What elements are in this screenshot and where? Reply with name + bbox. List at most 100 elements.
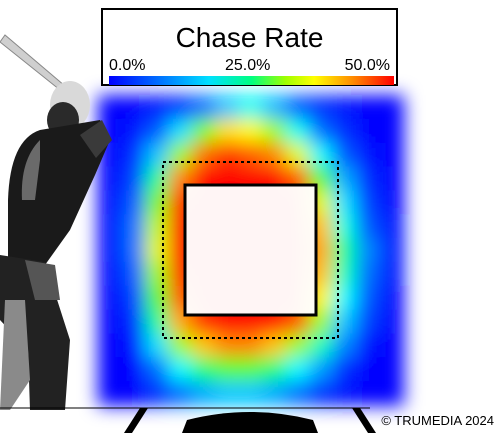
heatmap-cell	[356, 95, 381, 120]
heatmap-cell	[379, 309, 404, 335]
heatmap-cell	[356, 381, 381, 406]
heatmap-cell	[356, 238, 381, 263]
heatmap-cell	[144, 118, 170, 144]
heatmap-cell	[356, 166, 381, 192]
heatmap-cell	[121, 261, 146, 287]
heatmap-cell	[262, 381, 287, 406]
heatmap-cell	[332, 333, 358, 359]
heatmap-cell	[332, 238, 358, 263]
heatmap-cell	[332, 95, 358, 120]
heatmap-cell	[121, 285, 146, 311]
strike-zone-interior	[186, 185, 315, 314]
heatmap-cell	[332, 381, 358, 406]
heatmap-cell	[356, 190, 381, 216]
heatmap-cell	[309, 142, 334, 168]
heatmap-cell	[262, 95, 287, 120]
home-plate	[124, 408, 376, 433]
heatmap-cell	[215, 357, 240, 383]
heatmap-cell	[262, 357, 287, 383]
heatmap-cell	[144, 142, 170, 168]
heatmap-cell	[144, 261, 170, 287]
heatmap-cell	[144, 166, 170, 192]
heatmap-cell	[262, 142, 287, 168]
heatmap-cell	[215, 95, 240, 120]
heatmap-cell	[356, 214, 381, 239]
strike-zone-box	[183, 183, 318, 317]
heatmap-cell	[356, 261, 381, 287]
heatmap-cell	[285, 142, 311, 168]
heatmap-cell	[215, 142, 240, 168]
heatmap-cell	[98, 238, 123, 263]
heatmap-cell	[285, 357, 311, 383]
heatmap-cell	[168, 357, 193, 383]
heatmap-cell	[98, 261, 123, 287]
colorbar-gradient	[109, 76, 394, 85]
heatmap-cell	[332, 214, 358, 239]
heatmap-cell	[144, 381, 170, 406]
heatmap-cell	[98, 214, 123, 239]
heatmap-cell	[332, 142, 358, 168]
heatmap-cell	[356, 118, 381, 144]
heatmap-cell	[191, 118, 217, 144]
heatmap-cell	[379, 118, 404, 144]
heatmap-cell	[191, 381, 217, 406]
heatmap-cell	[144, 238, 170, 263]
heatmap-cell	[262, 118, 287, 144]
heatmap-cell	[121, 333, 146, 359]
heatmap-cell	[309, 381, 334, 406]
heatmap-cell	[309, 95, 334, 120]
heatmap-cell	[121, 95, 146, 120]
heatmap-cell	[144, 214, 170, 239]
heatmap-cell	[356, 357, 381, 383]
heatmap-cell	[379, 357, 404, 383]
heatmap-cell	[98, 166, 123, 192]
heatmap-cell	[121, 309, 146, 335]
heatmap-cell	[191, 357, 217, 383]
legend-max-label: 50.0%	[344, 57, 390, 74]
heatmap-cell	[332, 261, 358, 287]
heatmap-cell	[379, 95, 404, 120]
heatmap-cell	[98, 285, 123, 311]
heatmap-cell	[379, 238, 404, 263]
heatmap-cell	[191, 142, 217, 168]
heatmap-cell	[379, 166, 404, 192]
heatmap-cell	[168, 118, 193, 144]
heatmap-cell	[144, 309, 170, 335]
heatmap-cell	[168, 142, 193, 168]
heatmap-cell	[144, 285, 170, 311]
heatmap-cell	[98, 309, 123, 335]
heatmap-cell	[98, 381, 123, 406]
heatmap-cell	[238, 357, 264, 383]
heatmap-cell	[144, 357, 170, 383]
heatmap-cell	[379, 142, 404, 168]
heatmap-cell	[98, 333, 123, 359]
heatmap-cell	[98, 190, 123, 216]
heatmap-cell	[121, 381, 146, 406]
heatmap-cell	[238, 118, 264, 144]
heatmap-cell	[121, 357, 146, 383]
legend-mid-label: 25.0%	[225, 57, 271, 74]
heatmap-cell	[121, 166, 146, 192]
heatmap-cell	[379, 381, 404, 406]
heatmap-cell	[379, 333, 404, 359]
heatmap-cell	[285, 381, 311, 406]
heatmap-cell	[121, 238, 146, 263]
heatmap-cell	[309, 118, 334, 144]
heatmap-cell	[144, 190, 170, 216]
batter-silhouette	[0, 34, 112, 410]
heatmap-cell	[121, 190, 146, 216]
heatmap-cell	[144, 95, 170, 120]
heatmap-cell	[379, 285, 404, 311]
shadow-zone-box	[162, 161, 339, 339]
heatmap-cell	[121, 142, 146, 168]
heatmap-cell	[332, 190, 358, 216]
heatmap-cell	[332, 309, 358, 335]
heatmap-cell	[215, 118, 240, 144]
heatmap-cell	[215, 381, 240, 406]
heatmap-cell	[191, 95, 217, 120]
heatmap-cell	[356, 333, 381, 359]
heatmap-cell	[121, 214, 146, 239]
legend-min-label: 0.0%	[109, 57, 146, 74]
